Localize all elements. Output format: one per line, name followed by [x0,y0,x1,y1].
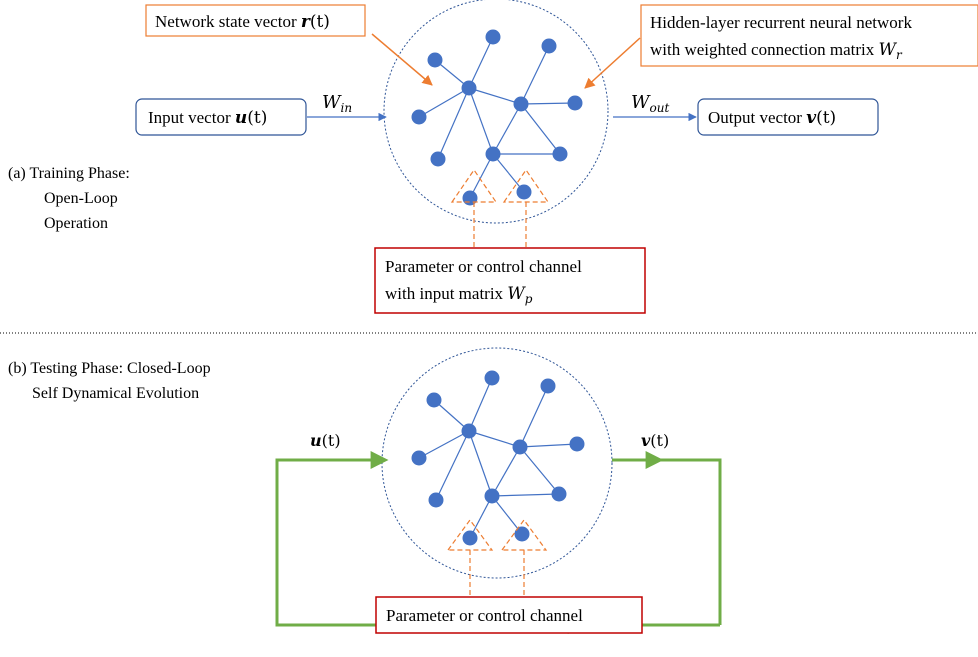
hidden-callout-line1: Hidden-layer recurrent neural network [650,13,912,32]
testing-phase-label-2: Self Dynamical Evolution [32,385,199,402]
state-callout-text: Network state vector r(t) [155,12,330,32]
network-node [484,370,500,386]
network-edge [492,103,522,155]
w-in-label: Win [322,92,352,115]
network-edge [468,377,493,432]
testing-phase-label-1: (b) Testing Phase: Closed-Loop [8,360,211,377]
network-edge [469,495,493,539]
training-phase: Network state vector r(t) Hidden-layer r… [8,0,978,314]
param-box-b-text: Parameter or control channel [386,606,583,625]
training-phase-label-1: (a) Training Phase: [8,165,130,182]
network-node [411,109,427,125]
network-edge [491,495,523,535]
network-node [430,151,446,167]
output-vector-text: Output vector v(t) [708,108,836,128]
network-node [551,486,567,502]
network-edge [520,45,550,105]
input-vector-text: Input vector u(t) [148,108,267,128]
network-node [461,80,477,96]
network-node [426,392,442,408]
state-callout-arrow [371,33,433,86]
network-edge [468,430,521,448]
reservoir-network-b [411,370,585,546]
network-node [461,423,477,439]
network-node [569,436,585,452]
network-edge [491,493,560,497]
testing-phase: (b) Testing Phase: Closed-Loop Self Dyna… [8,347,722,634]
input-vector-box [135,98,307,136]
network-edge [519,443,578,448]
network-node [552,146,568,162]
network-edge [519,446,560,495]
network-edge [433,399,470,432]
v-label: v(t) [641,431,669,450]
network-edge [468,430,493,497]
network-edge [468,36,494,89]
training-phase-label-2: Open-Loop [44,190,118,207]
network-node [567,95,583,111]
reservoir-network-a [411,29,583,206]
network-node [485,29,501,45]
network-edge [492,153,525,193]
network-node [541,38,557,54]
state-callout-box [145,4,366,37]
network-edge [418,430,470,459]
network-edge [437,87,470,160]
param-box-a [374,247,646,314]
network-edge [519,385,549,448]
network-node [485,146,501,162]
u-label: u(t) [310,431,341,450]
network-edge [468,87,522,105]
network-node [411,450,427,466]
network-node [427,52,443,68]
network-edge [491,446,521,497]
network-edge [520,103,561,155]
network-edge [469,153,494,199]
network-node [484,488,500,504]
reservoir-circle-a [383,0,609,224]
network-node [540,378,556,394]
network-node [513,96,529,112]
hidden-callout-box [640,4,978,67]
network-node [514,526,530,542]
hidden-callout-line2: with weighted connection matrix Wr [650,40,903,62]
network-node [462,190,478,206]
network-edge [468,87,494,155]
network-node [516,184,532,200]
param-box-a-line2: with input matrix Wp [385,284,533,306]
network-edge [418,87,470,118]
network-node [462,530,478,546]
network-node [428,492,444,508]
hidden-callout-arrow [584,37,641,89]
param-box-a-line1: Parameter or control channel [385,257,582,276]
network-edge [435,430,470,501]
training-phase-label-3: Operation [44,215,108,232]
network-edge [520,102,576,105]
param-box-b [375,596,643,634]
output-vector-box [697,98,879,136]
network-node [512,439,528,455]
w-out-label: Wout [631,92,669,115]
